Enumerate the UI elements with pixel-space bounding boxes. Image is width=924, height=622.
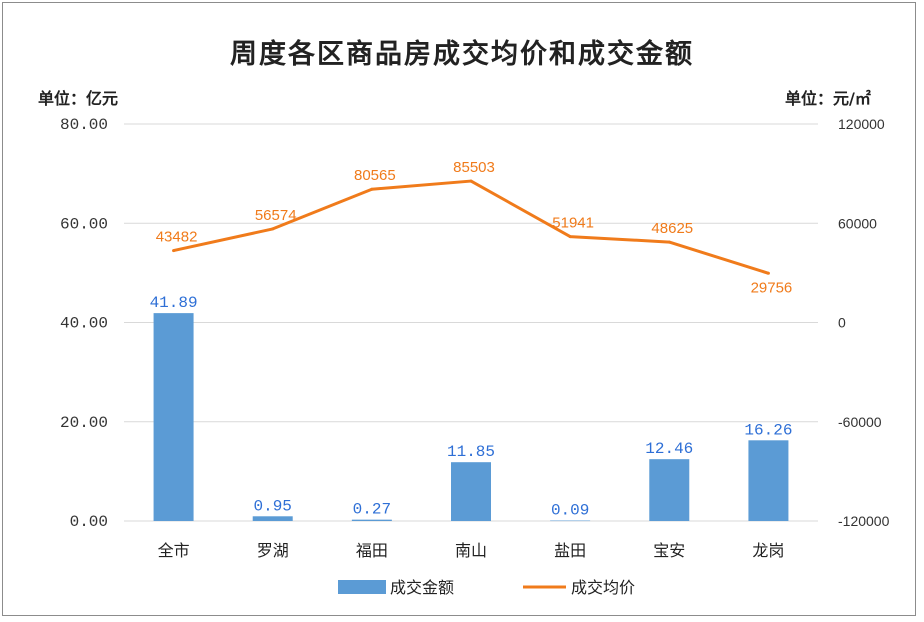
line-label: 43482 bbox=[156, 229, 198, 246]
line-label: 56574 bbox=[255, 207, 297, 224]
chart-frame bbox=[2, 2, 916, 616]
category-label: 福田 bbox=[356, 541, 388, 560]
category-label: 宝安 bbox=[653, 541, 685, 560]
line-point bbox=[568, 235, 572, 239]
line-series bbox=[172, 179, 770, 275]
bar-series bbox=[153, 313, 789, 522]
bar bbox=[649, 459, 690, 521]
category-label: 全市 bbox=[158, 541, 190, 560]
right-axis-unit: 单位：元/㎡ bbox=[785, 89, 871, 108]
right-tick-label: 0 bbox=[838, 315, 846, 331]
bar-label: 41.89 bbox=[150, 294, 198, 312]
bar-label: 11.85 bbox=[447, 443, 495, 461]
bar bbox=[748, 440, 789, 521]
right-tick-label: -120000 bbox=[838, 513, 890, 529]
line-label: 85503 bbox=[453, 159, 495, 176]
line-point bbox=[370, 187, 374, 191]
right-axis-ticks: -120000 -60000 0 60000 120000 bbox=[838, 116, 890, 529]
bar bbox=[153, 313, 194, 521]
bar bbox=[550, 520, 591, 522]
chart-title: 周度各区商品房成交均价和成交金额 bbox=[230, 38, 694, 70]
line-point bbox=[667, 240, 671, 244]
line-point bbox=[271, 227, 275, 231]
legend-bar-swatch bbox=[338, 580, 386, 594]
right-tick-label: 60000 bbox=[838, 215, 877, 231]
left-tick-label: 0.00 bbox=[70, 513, 108, 531]
left-tick-label: 80.00 bbox=[60, 116, 108, 134]
line-point bbox=[766, 271, 770, 275]
bar bbox=[451, 462, 491, 521]
legend-bar-label: 成交金额 bbox=[390, 578, 454, 597]
right-tick-label: 120000 bbox=[838, 116, 885, 132]
left-tick-label: 20.00 bbox=[60, 414, 108, 432]
line-label: 51941 bbox=[552, 215, 594, 232]
line-label: 48625 bbox=[651, 220, 693, 237]
right-tick-label: -60000 bbox=[838, 414, 882, 430]
bar-label: 16.26 bbox=[744, 421, 792, 439]
line-label: 29756 bbox=[751, 279, 793, 296]
category-label: 龙岗 bbox=[752, 541, 784, 560]
bar bbox=[252, 516, 293, 521]
left-axis-ticks: 0.00 20.00 40.00 60.00 80.00 bbox=[60, 116, 108, 531]
bar-data-labels: 41.89 0.95 0.27 11.85 0.09 12.46 16.26 bbox=[150, 294, 793, 519]
left-axis-unit: 单位：亿元 bbox=[38, 89, 118, 108]
category-label: 盐田 bbox=[554, 541, 586, 560]
grid-lines bbox=[124, 123, 818, 522]
bar-label: 12.46 bbox=[645, 440, 693, 458]
legend: 成交金额 成交均价 bbox=[338, 578, 635, 597]
line-label: 80565 bbox=[354, 167, 396, 184]
left-tick-label: 40.00 bbox=[60, 315, 108, 333]
category-axis-labels: 全市 罗湖 福田 南山 盐田 宝安 龙岗 bbox=[158, 541, 785, 560]
bar-label: 0.27 bbox=[353, 501, 391, 519]
bar-label: 0.09 bbox=[551, 502, 589, 520]
bar-label: 0.95 bbox=[254, 497, 292, 515]
line-point bbox=[172, 249, 176, 253]
category-label: 南山 bbox=[455, 541, 487, 560]
line-data-labels: 43482 56574 80565 85503 51941 48625 29756 bbox=[156, 159, 793, 296]
left-tick-label: 60.00 bbox=[60, 215, 108, 233]
category-label: 罗湖 bbox=[257, 541, 289, 560]
bar bbox=[351, 519, 392, 521]
line-point bbox=[469, 179, 473, 183]
legend-line-label: 成交均价 bbox=[571, 578, 635, 597]
